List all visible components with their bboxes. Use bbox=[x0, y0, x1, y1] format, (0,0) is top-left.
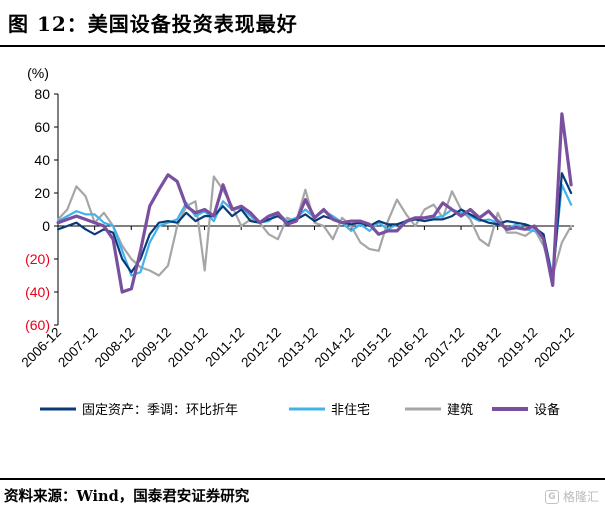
x-tick-label: 2013-12 bbox=[275, 325, 321, 371]
x-tick-label: 2015-12 bbox=[348, 325, 394, 371]
y-tick-label: 0 bbox=[42, 218, 50, 234]
y-tick-label: 20 bbox=[34, 185, 50, 201]
x-tick-label: 2009-12 bbox=[128, 325, 174, 371]
watermark: G 格隆汇 bbox=[544, 488, 599, 505]
y-tick-label: (60) bbox=[25, 317, 50, 333]
legend-label-4: 设备 bbox=[534, 402, 560, 418]
series-line-1 bbox=[56, 172, 573, 282]
series-layer bbox=[56, 112, 573, 294]
series-line-3 bbox=[56, 175, 573, 277]
y-tick-label: 80 bbox=[34, 86, 50, 102]
x-tick-label: 2019-12 bbox=[495, 325, 541, 371]
figure-title: 图 12：美国设备投资表现最好 bbox=[8, 12, 298, 36]
watermark-text: 格隆汇 bbox=[562, 490, 599, 504]
legend-label-3: 建筑 bbox=[447, 402, 473, 418]
y-unit-label: (%) bbox=[27, 65, 49, 81]
line-chart: 806040200(20)(40)(60)(%)2006-122007-1220… bbox=[18, 65, 577, 418]
series-line-4 bbox=[56, 112, 573, 294]
legend-label-1: 固定资产：季调：环比折年 bbox=[82, 403, 238, 418]
x-tick-label: 2016-12 bbox=[385, 325, 431, 371]
x-tick-label: 2017-12 bbox=[422, 325, 468, 371]
y-tick-label: 60 bbox=[34, 119, 50, 135]
watermark-logo-icon: G bbox=[544, 489, 559, 504]
source-note: 资料来源：Wind，国泰君安证券研究 bbox=[4, 488, 250, 505]
x-tick-label: 2007-12 bbox=[55, 325, 101, 371]
top-rule bbox=[0, 45, 605, 47]
y-tick-label: (40) bbox=[25, 284, 50, 300]
x-tick-label: 2012-12 bbox=[238, 325, 284, 371]
x-tick-label: 2014-12 bbox=[312, 325, 358, 371]
x-tick-label: 2008-12 bbox=[92, 325, 138, 371]
x-tick-label: 2020-12 bbox=[531, 325, 577, 371]
y-tick-label: (20) bbox=[25, 251, 50, 267]
x-tick-label: 2010-12 bbox=[165, 325, 211, 371]
x-tick-label: 2018-12 bbox=[458, 325, 504, 371]
legend-label-2: 非住宅 bbox=[331, 403, 370, 418]
chart-legend: 固定资产：季调：环比折年 非住宅 建筑 设备 bbox=[40, 402, 560, 418]
y-tick-label: 40 bbox=[34, 152, 50, 168]
bottom-rule bbox=[0, 478, 605, 480]
